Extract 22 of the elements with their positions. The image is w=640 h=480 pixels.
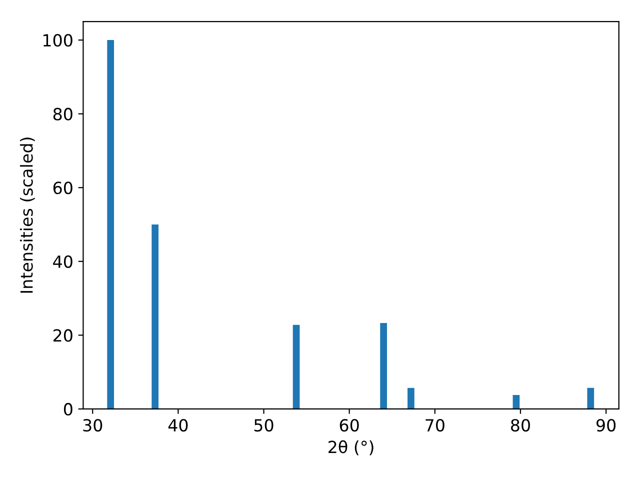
x-axis-title: 2θ (°) [328, 440, 374, 456]
bar [512, 394, 520, 409]
x-tick-label: 90 [596, 418, 616, 432]
x-tick-label: 50 [254, 418, 274, 432]
y-tick-label: 60 [53, 182, 72, 194]
y-tick-label: 80 [53, 108, 72, 120]
bar [408, 388, 414, 409]
y-tick-label: 40 [53, 255, 72, 268]
y-axis-title: Intensities (scaled) [20, 138, 35, 293]
x-tick-label: 30 [83, 418, 102, 432]
bar [107, 40, 114, 409]
bar [587, 388, 594, 409]
x-tick-label: 70 [426, 418, 444, 432]
y-tick-label: 0 [64, 402, 72, 416]
y-tick-label: 100 [43, 34, 72, 47]
x-tick-label: 40 [168, 418, 188, 432]
x-tick-label: 80 [511, 418, 530, 432]
bar [152, 224, 159, 409]
x-tick-label: 60 [340, 418, 359, 432]
bar [292, 324, 300, 409]
y-tick-label: 20 [53, 329, 72, 342]
bar [380, 323, 387, 409]
